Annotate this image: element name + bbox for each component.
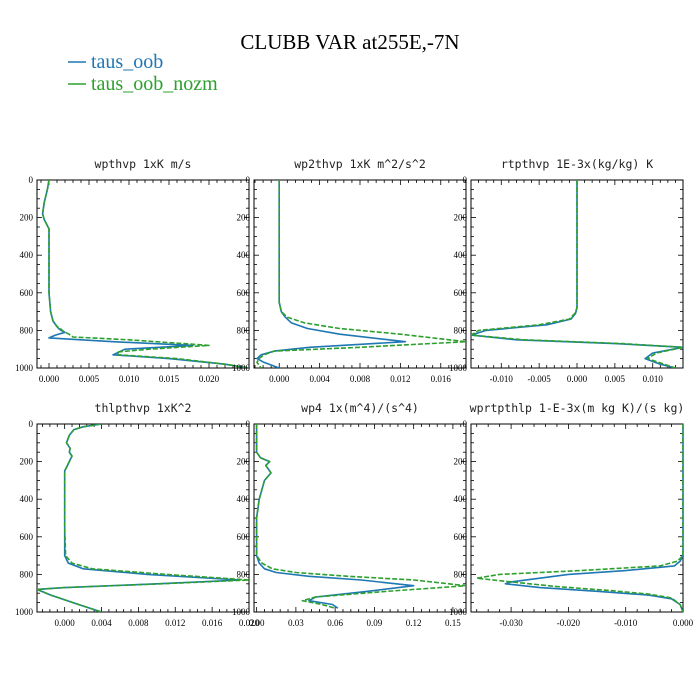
y-tick-label: 800 <box>237 569 251 579</box>
y-tick-label: 400 <box>20 250 34 260</box>
series-line-taus-oob-nozm <box>37 424 249 612</box>
y-tick-label: 400 <box>454 250 468 260</box>
y-tick-label: 600 <box>237 532 251 542</box>
plot-frame <box>253 423 467 613</box>
y-tick-label: 1000 <box>232 363 251 373</box>
y-tick-label: 0 <box>246 419 251 429</box>
x-tick-label: 0.004 <box>91 618 112 628</box>
x-tick-label: 0.016 <box>431 374 452 384</box>
x-tick-label: 0.12 <box>406 618 422 628</box>
legend: taus_oob taus_oob_nozm <box>68 51 218 95</box>
y-tick-label: 800 <box>454 325 468 335</box>
y-tick-label: 1000 <box>449 363 468 373</box>
y-tick-label: 200 <box>20 213 34 223</box>
series-line-taus-oob-nozm <box>41 180 249 368</box>
chart-panel-6: wprtpthlp 1-E-3x(m kg K)/(s kg)0 200 400 60… <box>449 401 694 628</box>
x-tick-label: 0.016 <box>202 618 223 628</box>
y-tick-label: 600 <box>20 288 34 298</box>
y-tick-label: 200 <box>237 457 251 467</box>
x-tick-label: 0.012 <box>165 618 185 628</box>
x-tick-label: 0.03 <box>288 618 304 628</box>
chart-panel-4: thlpthvp 1xK^2 0 200 400 600 800 1000 0.000 0.00… <box>15 401 260 628</box>
chart-panel-3: rtpthvp 1E-3x(kg/kg) K 0 200 400 600 800 1000 -… <box>449 157 684 384</box>
series-line-taus-oob <box>504 424 683 612</box>
panel-title: thlpthvp 1xK^2 <box>95 401 192 415</box>
x-tick-label: 0.020 <box>239 618 260 628</box>
x-tick-label: 0.00 <box>249 618 265 628</box>
y-tick-label: 400 <box>237 250 251 260</box>
x-tick-label: 0.000 <box>269 374 290 384</box>
x-tick-label: -0.020 <box>557 618 581 628</box>
y-tick-label: 400 <box>20 494 34 504</box>
y-tick-label: 400 <box>237 494 251 504</box>
x-tick-label: 0.000 <box>673 618 694 628</box>
series-line-taus-oob <box>41 180 249 368</box>
y-tick-label: 1000 <box>449 607 468 617</box>
series-line-taus-oob <box>255 424 415 609</box>
x-tick-label: -0.005 <box>528 374 552 384</box>
x-tick-label: -0.010 <box>490 374 514 384</box>
panel-title: wpthvp 1xK m/s <box>95 157 192 171</box>
legend-label-taus-oob: taus_oob <box>91 51 163 73</box>
y-tick-label: 0 <box>29 419 34 429</box>
y-tick-label: 200 <box>454 213 468 223</box>
chart-panel-1: wpthvp 1xK m/s 0 200 400 600 800 1000 0.000 0.00… <box>15 157 250 384</box>
y-tick-label: 600 <box>237 288 251 298</box>
chart-panel-2: wp2thvp 1xK m^2/s^2 0 200 400 600 800 1000 0.00… <box>232 157 467 384</box>
y-tick-label: 1000 <box>15 363 34 373</box>
y-tick-label: 800 <box>20 569 34 579</box>
y-tick-label: 600 <box>454 288 468 298</box>
legend-label-taus-oob-nozm: taus_oob_nozm <box>91 73 218 95</box>
x-tick-label: -0.030 <box>499 618 523 628</box>
x-tick-label: 0.000 <box>55 618 76 628</box>
panel-title: wprtpthlp 1-E-3x(m kg K)/(s kg) <box>470 401 685 415</box>
series-line-taus-oob-nozm <box>471 180 683 368</box>
y-tick-label: 0 <box>29 175 34 185</box>
x-tick-label: 0.000 <box>567 374 588 384</box>
x-tick-label: 0.005 <box>79 374 100 384</box>
x-tick-label: 0.010 <box>119 374 140 384</box>
y-tick-label: 400 <box>454 494 468 504</box>
series-line-taus-oob-nozm <box>255 424 466 609</box>
y-tick-label: 800 <box>454 569 468 579</box>
panel-title: wp2thvp 1xK m^2/s^2 <box>294 157 426 171</box>
series-line-taus-oob <box>37 424 241 612</box>
x-tick-label: 0.09 <box>367 618 383 628</box>
y-tick-label: 600 <box>454 532 468 542</box>
x-tick-label: 0.06 <box>327 618 343 628</box>
y-tick-label: 1000 <box>232 607 251 617</box>
x-tick-label: 0.020 <box>199 374 220 384</box>
x-tick-label: 0.008 <box>350 374 371 384</box>
panel-title: rtpthvp 1E-3x(kg/kg) K <box>501 157 653 171</box>
x-tick-label: 0.015 <box>159 374 180 384</box>
x-tick-label: 0.005 <box>605 374 626 384</box>
y-tick-label: 0 <box>463 419 468 429</box>
y-tick-label: 200 <box>454 457 468 467</box>
y-tick-label: 200 <box>20 457 34 467</box>
x-tick-label: 0.008 <box>128 618 149 628</box>
y-tick-label: 600 <box>20 532 34 542</box>
plot-frame <box>253 179 467 369</box>
x-tick-label: 0.010 <box>643 374 664 384</box>
x-tick-label: 0.004 <box>309 374 330 384</box>
series-line-taus-oob-nozm <box>256 180 466 368</box>
x-tick-label: -0.010 <box>614 618 638 628</box>
series-line-taus-oob-nozm <box>475 424 683 612</box>
y-tick-label: 1000 <box>15 607 34 617</box>
y-tick-label: 0 <box>463 175 468 185</box>
y-tick-label: 800 <box>237 325 251 335</box>
x-tick-label: 0.000 <box>39 374 60 384</box>
figure-title: CLUBB VAR at255E,-7N <box>240 30 459 54</box>
x-tick-label: 0.012 <box>390 374 410 384</box>
x-tick-label: 0.15 <box>445 618 461 628</box>
y-tick-label: 800 <box>20 325 34 335</box>
plot-frame <box>470 423 684 613</box>
panel-title: wp4 1x(m^4)/(s^4) <box>301 401 419 415</box>
y-tick-label: 200 <box>237 213 251 223</box>
y-tick-label: 0 <box>246 175 251 185</box>
